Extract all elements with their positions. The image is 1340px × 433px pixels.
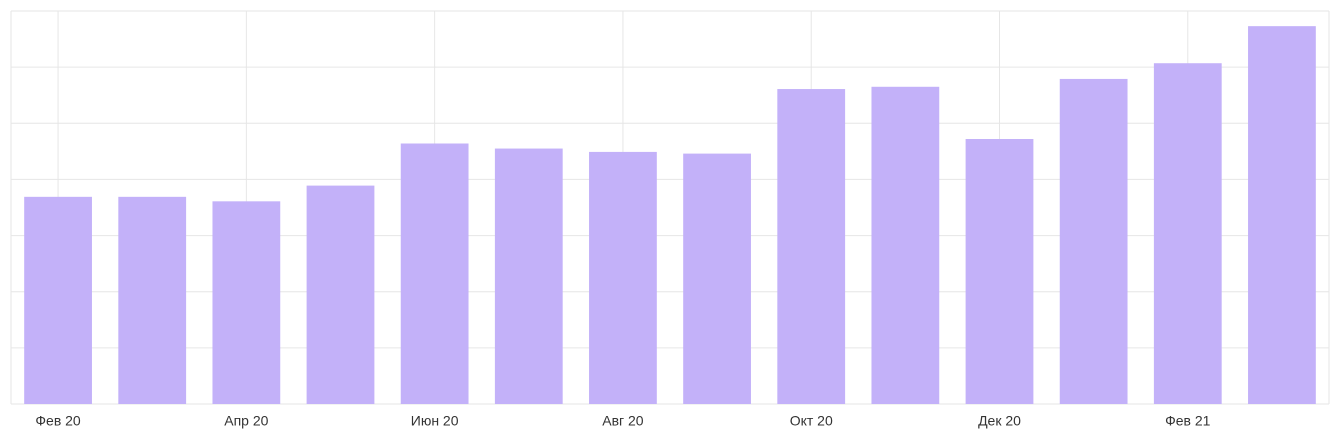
- bar: [1153, 63, 1222, 404]
- x-tick-label: Авг 20: [602, 413, 644, 429]
- bar: [589, 151, 657, 404]
- x-tick-label: Апр 20: [224, 413, 268, 429]
- bar: [400, 143, 469, 405]
- bar: [24, 196, 92, 404]
- bar: [777, 89, 846, 404]
- x-tick-label: Дек 20: [978, 413, 1021, 429]
- bar: [1248, 26, 1316, 405]
- bar: [494, 148, 563, 404]
- bar: [212, 201, 281, 404]
- x-tick-label: Июн 20: [411, 413, 459, 429]
- x-tick-label: Окт 20: [790, 413, 833, 429]
- bar: [871, 86, 940, 405]
- x-tick-label: Фев 21: [1165, 413, 1211, 429]
- x-tick-label: Фев 20: [35, 413, 81, 429]
- bar: [683, 153, 751, 404]
- bar: [1059, 78, 1128, 404]
- bar: [118, 196, 187, 404]
- bar: [306, 185, 375, 404]
- bar: [965, 139, 1034, 404]
